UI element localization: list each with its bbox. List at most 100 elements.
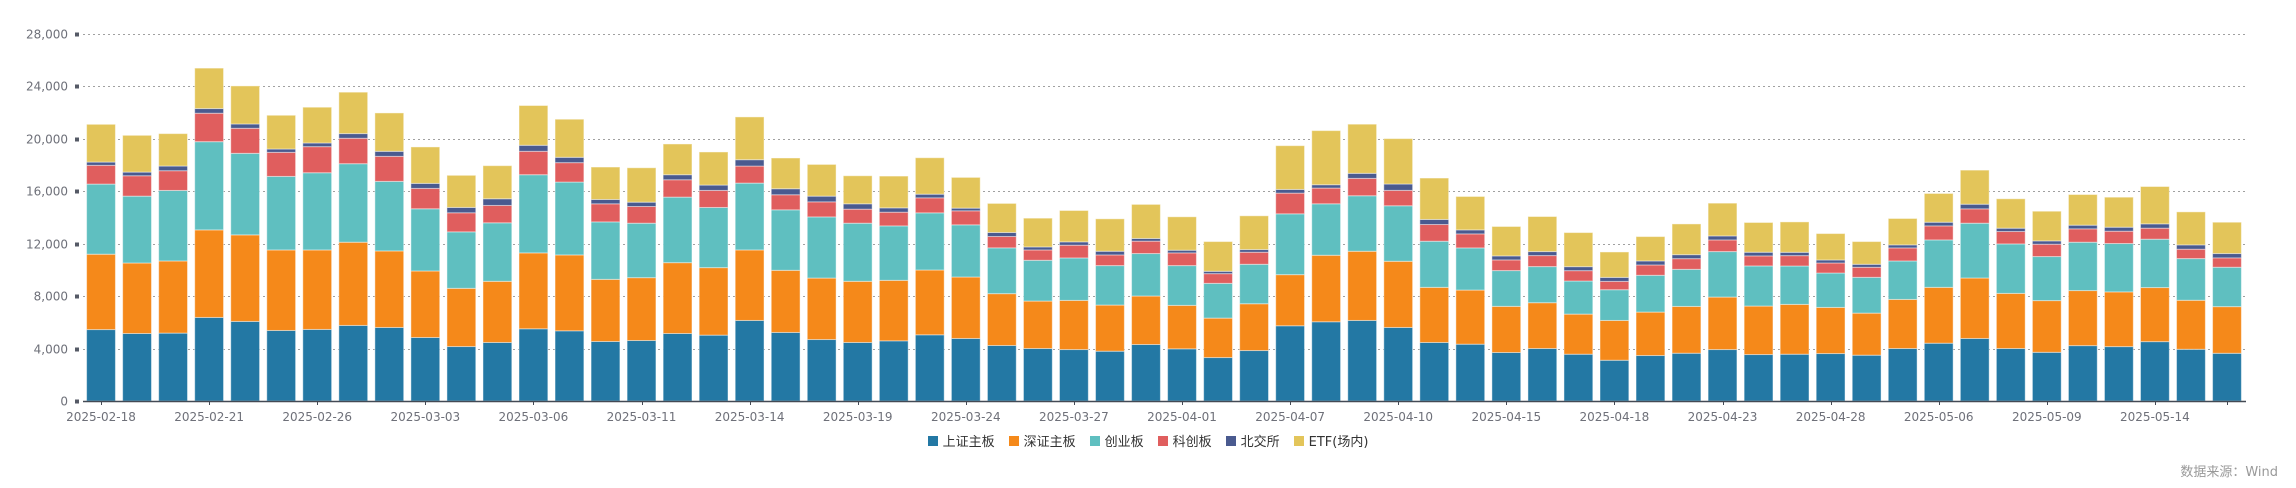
bar-stack[interactable] — [2212, 221, 2242, 402]
bar-segment[interactable] — [482, 198, 513, 206]
bar-segment[interactable] — [1239, 303, 1270, 352]
bar-segment[interactable] — [338, 133, 369, 139]
bar-segment[interactable] — [1095, 218, 1125, 252]
bar-segment[interactable] — [1311, 203, 1342, 256]
bar-stack[interactable] — [1563, 232, 1594, 402]
bar-stack[interactable] — [1527, 216, 1558, 402]
bar-segment[interactable] — [626, 340, 657, 402]
bar-segment[interactable] — [1563, 266, 1594, 272]
bar-segment[interactable] — [1959, 208, 1990, 224]
bar-segment[interactable] — [230, 234, 261, 322]
bar-stack[interactable] — [1599, 251, 1630, 402]
bar-segment[interactable] — [2067, 345, 2098, 402]
bar-segment[interactable] — [302, 106, 333, 144]
bar-segment[interactable] — [1527, 302, 1558, 350]
bar-segment[interactable] — [1707, 235, 1738, 241]
bar-segment[interactable] — [266, 148, 297, 153]
bar-segment[interactable] — [1095, 350, 1125, 402]
bar-segment[interactable] — [2103, 226, 2134, 232]
bar-segment[interactable] — [2031, 300, 2062, 353]
bar-segment[interactable] — [698, 151, 729, 186]
bar-segment[interactable] — [1923, 221, 1954, 227]
bar-stack[interactable] — [950, 176, 981, 402]
bar-segment[interactable] — [1131, 203, 1161, 239]
bar-segment[interactable] — [1923, 225, 1954, 241]
bar-segment[interactable] — [662, 196, 693, 264]
bar-segment[interactable] — [1527, 251, 1558, 257]
bar-segment[interactable] — [2067, 228, 2098, 243]
bar-segment[interactable] — [446, 174, 477, 208]
bar-stack[interactable] — [1167, 216, 1197, 402]
bar-segment[interactable] — [590, 198, 621, 205]
bar-stack[interactable] — [1131, 203, 1161, 402]
bar-segment[interactable] — [950, 176, 981, 209]
bar-segment[interactable] — [302, 142, 333, 148]
bar-segment[interactable] — [1419, 240, 1450, 288]
bar-segment[interactable] — [1671, 305, 1702, 354]
bar-segment[interactable] — [734, 159, 765, 167]
bar-stack[interactable] — [1059, 209, 1089, 402]
bar-segment[interactable] — [2031, 210, 2062, 242]
bar-stack[interactable] — [266, 114, 297, 402]
bar-segment[interactable] — [2176, 244, 2206, 250]
bar-stack[interactable] — [770, 157, 801, 402]
bar-segment[interactable] — [1275, 188, 1306, 194]
bar-segment[interactable] — [1455, 195, 1486, 231]
bar-segment[interactable] — [1743, 265, 1774, 307]
bar-segment[interactable] — [266, 114, 297, 150]
bar-segment[interactable] — [1059, 299, 1089, 351]
bar-segment[interactable] — [734, 165, 765, 184]
bar-segment[interactable] — [158, 165, 188, 172]
bar-segment[interactable] — [1491, 270, 1522, 307]
bar-segment[interactable] — [1743, 354, 1774, 402]
bar-segment[interactable] — [1383, 183, 1414, 191]
bar-segment[interactable] — [1743, 251, 1774, 257]
bar-segment[interactable] — [1167, 216, 1197, 251]
bar-segment[interactable] — [122, 175, 152, 197]
bar-segment[interactable] — [2212, 253, 2242, 259]
bar-segment[interactable] — [1671, 258, 1702, 270]
bar-segment[interactable] — [1959, 222, 1990, 279]
legend-item[interactable]: 北交所 — [1225, 431, 1280, 450]
bar-segment[interactable] — [1275, 213, 1306, 276]
bar-segment[interactable] — [986, 232, 1017, 238]
bar-segment[interactable] — [1851, 266, 1882, 278]
bar-stack[interactable] — [374, 112, 405, 402]
bar-segment[interactable] — [986, 344, 1017, 402]
bar-stack[interactable] — [1707, 202, 1738, 402]
bar-segment[interactable] — [1563, 353, 1594, 402]
bar-stack[interactable] — [1419, 177, 1450, 402]
bar-segment[interactable] — [1383, 138, 1414, 185]
bar-segment[interactable] — [1599, 280, 1630, 291]
bar-segment[interactable] — [1275, 145, 1306, 190]
bar-segment[interactable] — [86, 183, 116, 255]
bar-segment[interactable] — [1815, 262, 1846, 274]
bar-segment[interactable] — [1779, 251, 1810, 257]
bar-segment[interactable] — [158, 170, 188, 191]
bar-segment[interactable] — [590, 340, 621, 402]
bar-segment[interactable] — [2212, 306, 2242, 354]
bar-segment[interactable] — [446, 206, 477, 214]
bar-segment[interactable] — [194, 67, 225, 110]
bar-segment[interactable] — [1239, 251, 1270, 265]
bar-stack[interactable] — [230, 85, 261, 402]
bar-segment[interactable] — [1527, 348, 1558, 402]
bar-segment[interactable] — [266, 175, 297, 251]
bar-segment[interactable] — [1022, 300, 1053, 350]
bar-segment[interactable] — [230, 123, 261, 129]
bar-segment[interactable] — [1239, 215, 1270, 251]
bar-segment[interactable] — [842, 222, 873, 282]
bar-segment[interactable] — [2103, 230, 2134, 245]
bar-segment[interactable] — [878, 211, 909, 227]
bar-segment[interactable] — [734, 116, 765, 161]
bar-segment[interactable] — [410, 187, 441, 210]
bar-segment[interactable] — [1887, 247, 1918, 262]
bar-stack[interactable] — [698, 151, 729, 402]
bar-segment[interactable] — [626, 222, 657, 279]
bar-segment[interactable] — [518, 174, 549, 254]
bar-segment[interactable] — [2176, 299, 2206, 350]
bar-segment[interactable] — [626, 167, 657, 203]
bar-segment[interactable] — [1311, 321, 1342, 402]
bar-segment[interactable] — [2067, 194, 2098, 226]
bar-stack[interactable] — [1815, 233, 1846, 402]
